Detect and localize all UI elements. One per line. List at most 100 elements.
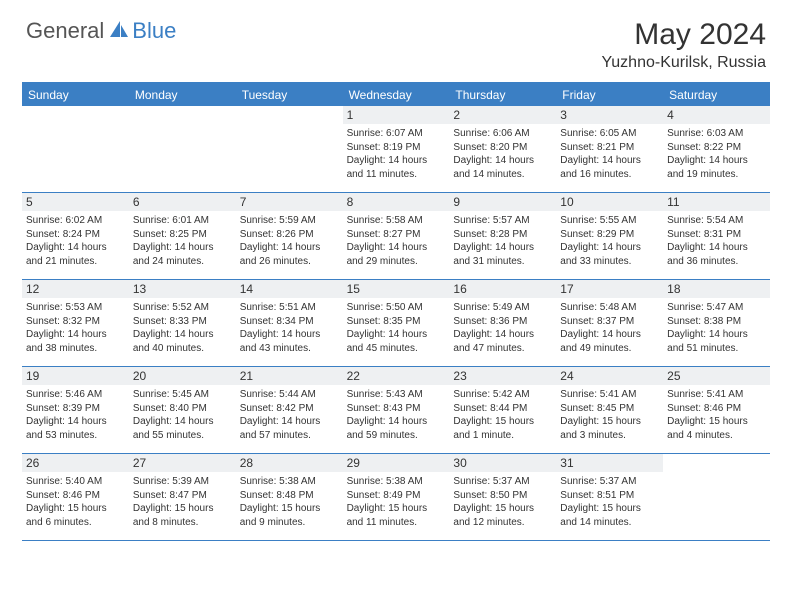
day-info: Sunrise: 6:06 AMSunset: 8:20 PMDaylight:…	[453, 127, 552, 181]
day-number: 22	[343, 367, 450, 385]
day-cell-19: 19Sunrise: 5:46 AMSunset: 8:39 PMDayligh…	[22, 367, 129, 453]
day-cell-25: 25Sunrise: 5:41 AMSunset: 8:46 PMDayligh…	[663, 367, 770, 453]
sunrise: Sunrise: 5:38 AM	[240, 475, 339, 489]
day-info: Sunrise: 5:40 AMSunset: 8:46 PMDaylight:…	[26, 475, 125, 529]
daylight: Daylight: 15 hours and 8 minutes.	[133, 502, 232, 529]
sunset: Sunset: 8:19 PM	[347, 141, 446, 155]
day-number: 7	[236, 193, 343, 211]
day-cell-2: 2Sunrise: 6:06 AMSunset: 8:20 PMDaylight…	[449, 106, 556, 192]
month-title: May 2024	[601, 18, 766, 52]
day-info: Sunrise: 5:49 AMSunset: 8:36 PMDaylight:…	[453, 301, 552, 355]
sunset: Sunset: 8:51 PM	[560, 489, 659, 503]
sunset: Sunset: 8:46 PM	[667, 402, 766, 416]
sunrise: Sunrise: 6:02 AM	[26, 214, 125, 228]
day-number: 8	[343, 193, 450, 211]
daylight: Daylight: 14 hours and 36 minutes.	[667, 241, 766, 268]
day-info: Sunrise: 5:45 AMSunset: 8:40 PMDaylight:…	[133, 388, 232, 442]
day-info: Sunrise: 5:59 AMSunset: 8:26 PMDaylight:…	[240, 214, 339, 268]
weekday-header: SundayMondayTuesdayWednesdayThursdayFrid…	[22, 84, 770, 106]
day-cell-27: 27Sunrise: 5:39 AMSunset: 8:47 PMDayligh…	[129, 454, 236, 540]
day-info: Sunrise: 5:57 AMSunset: 8:28 PMDaylight:…	[453, 214, 552, 268]
day-number: 24	[556, 367, 663, 385]
day-number: 11	[663, 193, 770, 211]
sunrise: Sunrise: 6:03 AM	[667, 127, 766, 141]
sunset: Sunset: 8:40 PM	[133, 402, 232, 416]
sunset: Sunset: 8:49 PM	[347, 489, 446, 503]
day-number: 12	[22, 280, 129, 298]
sunrise: Sunrise: 6:07 AM	[347, 127, 446, 141]
day-cell-24: 24 Sunrise: 5:41 AMSunset: 8:45 PMDayligh…	[556, 367, 663, 453]
sunrise: Sunrise: 5:45 AM	[133, 388, 232, 402]
day-number: 27	[129, 454, 236, 472]
daylight: Daylight: 14 hours and 59 minutes.	[347, 415, 446, 442]
daylight: Daylight: 15 hours and 11 minutes.	[347, 502, 446, 529]
sail-icon	[108, 19, 130, 44]
day-info: Sunrise: 5:37 AMSunset: 8:51 PMDaylight:…	[560, 475, 659, 529]
day-cell-14: 14Sunrise: 5:51 AMSunset: 8:34 PMDayligh…	[236, 280, 343, 366]
day-number: 1	[343, 106, 450, 124]
header: General Blue May 2024 Yuzhno-Kurilsk, Ru…	[0, 0, 792, 78]
daylight: Daylight: 15 hours and 4 minutes.	[667, 415, 766, 442]
sunset: Sunset: 8:20 PM	[453, 141, 552, 155]
day-cell-empty	[129, 106, 236, 192]
daylight: Daylight: 14 hours and 29 minutes.	[347, 241, 446, 268]
sunrise: Sunrise: 5:50 AM	[347, 301, 446, 315]
daylight: Daylight: 14 hours and 26 minutes.	[240, 241, 339, 268]
day-number: 23	[449, 367, 556, 385]
sunset: Sunset: 8:44 PM	[453, 402, 552, 416]
day-cell-1: 1Sunrise: 6:07 AMSunset: 8:19 PMDaylight…	[343, 106, 450, 192]
weekday-monday: Monday	[129, 84, 236, 106]
weekday-wednesday: Wednesday	[343, 84, 450, 106]
day-info: Sunrise: 5:47 AMSunset: 8:38 PMDaylight:…	[667, 301, 766, 355]
day-cell-29: 29Sunrise: 5:38 AMSunset: 8:49 PMDayligh…	[343, 454, 450, 540]
day-info: Sunrise: 5:43 AMSunset: 8:43 PMDaylight:…	[347, 388, 446, 442]
sunrise: Sunrise: 5:41 AM	[560, 388, 659, 402]
sunset: Sunset: 8:35 PM	[347, 315, 446, 329]
sunrise: Sunrise: 5:57 AM	[453, 214, 552, 228]
day-cell-18: 18 Sunrise: 5:47 AMSunset: 8:38 PMDayligh…	[663, 280, 770, 366]
day-cell-17: 17Sunrise: 5:48 AMSunset: 8:37 PMDayligh…	[556, 280, 663, 366]
day-info: Sunrise: 5:54 AMSunset: 8:31 PMDaylight:…	[667, 214, 766, 268]
daylight: Daylight: 14 hours and 47 minutes.	[453, 328, 552, 355]
sunset: Sunset: 8:24 PM	[26, 228, 125, 242]
week-row: 26Sunrise: 5:40 AMSunset: 8:46 PMDayligh…	[22, 454, 770, 541]
daylight: Daylight: 14 hours and 40 minutes.	[133, 328, 232, 355]
day-cell-20: 20 Sunrise: 5:45 AMSunset: 8:40 PMDayligh…	[129, 367, 236, 453]
title-block: May 2024 Yuzhno-Kurilsk, Russia	[601, 18, 766, 72]
day-number: 9	[449, 193, 556, 211]
sunrise: Sunrise: 5:58 AM	[347, 214, 446, 228]
day-number: 4	[663, 106, 770, 124]
sunset: Sunset: 8:33 PM	[133, 315, 232, 329]
day-info: Sunrise: 5:52 AMSunset: 8:33 PMDaylight:…	[133, 301, 232, 355]
weekday-friday: Friday	[556, 84, 663, 106]
sunset: Sunset: 8:29 PM	[560, 228, 659, 242]
day-cell-30: 30Sunrise: 5:37 AMSunset: 8:50 PMDayligh…	[449, 454, 556, 540]
day-cell-4: 4Sunrise: 6:03 AMSunset: 8:22 PMDaylight…	[663, 106, 770, 192]
day-cell-9: 9 Sunrise: 5:57 AMSunset: 8:28 PMDaylight…	[449, 193, 556, 279]
day-cell-10: 10Sunrise: 5:55 AMSunset: 8:29 PMDayligh…	[556, 193, 663, 279]
day-number: 16	[449, 280, 556, 298]
day-number: 20	[129, 367, 236, 385]
day-number: 18	[663, 280, 770, 298]
sunrise: Sunrise: 6:01 AM	[133, 214, 232, 228]
day-cell-22: 22 Sunrise: 5:43 AMSunset: 8:43 PMDayligh…	[343, 367, 450, 453]
daylight: Daylight: 14 hours and 55 minutes.	[133, 415, 232, 442]
day-number: 10	[556, 193, 663, 211]
sunrise: Sunrise: 6:06 AM	[453, 127, 552, 141]
day-cell-5: 5Sunrise: 6:02 AMSunset: 8:24 PMDaylight…	[22, 193, 129, 279]
logo-text-general: General	[26, 18, 104, 44]
day-info: Sunrise: 5:41 AMSunset: 8:45 PMDaylight:…	[560, 388, 659, 442]
sunset: Sunset: 8:25 PM	[133, 228, 232, 242]
day-info: Sunrise: 5:53 AMSunset: 8:32 PMDaylight:…	[26, 301, 125, 355]
daylight: Daylight: 14 hours and 49 minutes.	[560, 328, 659, 355]
daylight: Daylight: 14 hours and 43 minutes.	[240, 328, 339, 355]
day-info: Sunrise: 5:37 AMSunset: 8:50 PMDaylight:…	[453, 475, 552, 529]
day-cell-3: 3 Sunrise: 6:05 AMSunset: 8:21 PMDaylight…	[556, 106, 663, 192]
daylight: Daylight: 15 hours and 3 minutes.	[560, 415, 659, 442]
day-number: 3	[556, 106, 663, 124]
sunset: Sunset: 8:22 PM	[667, 141, 766, 155]
day-info: Sunrise: 6:05 AMSunset: 8:21 PMDaylight:…	[560, 127, 659, 181]
logo: General Blue	[26, 18, 176, 44]
day-info: Sunrise: 6:01 AMSunset: 8:25 PMDaylight:…	[133, 214, 232, 268]
daylight: Daylight: 14 hours and 33 minutes.	[560, 241, 659, 268]
